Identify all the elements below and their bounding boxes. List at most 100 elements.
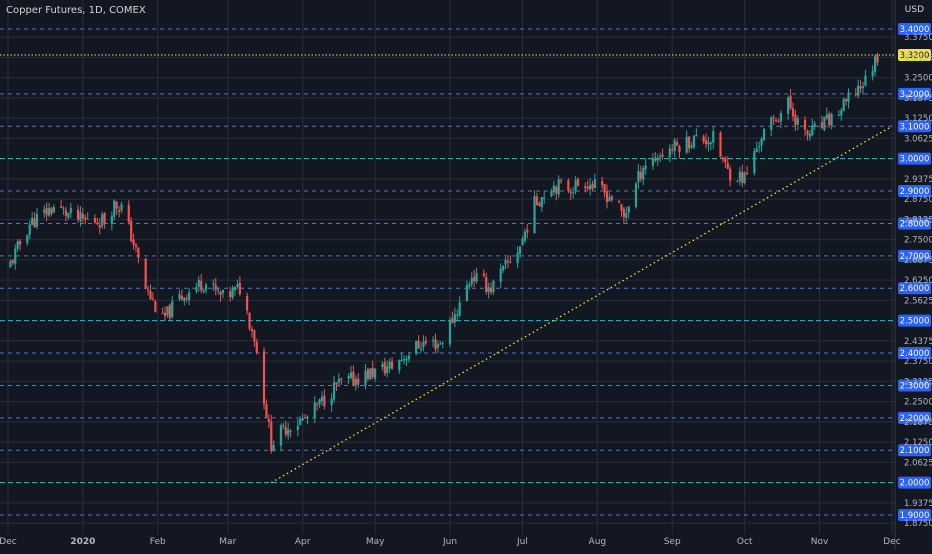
y-tick-label: 2.1250 (904, 438, 932, 448)
candle-down (371, 367, 374, 378)
candle-up (518, 246, 522, 254)
level-tag (898, 87, 931, 100)
candle-down (137, 247, 140, 258)
candle-up (552, 185, 555, 192)
y-tick-label: 2.7500 (904, 236, 932, 246)
candle-down (64, 210, 68, 216)
candle-down (451, 318, 454, 324)
candle-down (620, 204, 623, 211)
candle-down (154, 301, 157, 312)
currency-label[interactable]: USD (904, 5, 924, 15)
level-tag (898, 411, 931, 424)
level-tag-label: 3.0000 (900, 155, 930, 165)
last-price-line: 3.3200 (0, 48, 931, 61)
candle-down (383, 362, 386, 374)
candle-up (403, 359, 406, 361)
candle-up (637, 170, 640, 183)
candle-up (101, 214, 104, 227)
candle-up (465, 285, 469, 301)
candle-up (296, 425, 299, 431)
candle-up (69, 207, 72, 214)
x-tick-label: Mar (219, 537, 236, 547)
x-tick-label: Oct (737, 537, 753, 547)
candle-down (506, 261, 510, 263)
candle-up (842, 99, 845, 111)
candle-down (151, 298, 155, 300)
x-tick-label: 2020 (70, 537, 95, 547)
candle-up (873, 56, 877, 72)
candle-up (487, 287, 490, 293)
time-axis[interactable]: Dec 2020 Feb Mar Apr May Jun Jul Aug Sep Oct Nov Dec (0, 537, 901, 547)
candle-up (830, 113, 833, 126)
candle-up (813, 123, 816, 128)
candle-down (859, 86, 862, 89)
y-tick-label: 1.9375 (904, 499, 932, 509)
candle-up (574, 180, 577, 191)
candle-up (550, 190, 553, 197)
level-tag (898, 282, 931, 295)
candle-up (364, 370, 367, 386)
candle-up (458, 302, 461, 316)
y-tick-label: 2.3750 (904, 357, 932, 367)
candle-down (654, 157, 657, 161)
x-tick-label: Sep (664, 537, 681, 547)
candle-down (675, 142, 679, 146)
x-tick-label: Dec (883, 537, 900, 547)
x-tick-label: Aug (589, 537, 607, 547)
candle-up (217, 290, 220, 292)
candle-up (770, 117, 773, 130)
candle-up (441, 342, 444, 344)
candle-down (820, 122, 824, 128)
y-tick-label: 2.5625 (904, 296, 932, 306)
candle-up (516, 252, 519, 263)
candle-up (43, 209, 46, 213)
candle-down (134, 244, 138, 247)
candle-down (605, 191, 609, 203)
x-tick-label: Apr (295, 537, 311, 547)
candle-up (330, 398, 333, 406)
candle-up (796, 118, 799, 125)
candle-down (103, 212, 106, 224)
candle-down (335, 382, 338, 385)
candle-down (115, 201, 118, 209)
price-axis[interactable]: 3.3750 3.3125 3.2500 3.1875 3.1250 3.0625 2.93… (894, 0, 932, 550)
candle-down (434, 339, 437, 350)
candle-up (405, 359, 408, 361)
candle-up (453, 314, 456, 323)
candle-up (347, 376, 350, 379)
candle-down (586, 186, 589, 189)
candle-up (26, 234, 29, 244)
candle-up (195, 287, 198, 291)
horizontal-levels[interactable]: 3.4000 3.2000 3.1000 3.0000 2.9000 2.8000 2.70… (0, 23, 931, 522)
candle-up (823, 116, 826, 130)
candle-up (743, 172, 746, 184)
level-tag-label: 2.3000 (900, 381, 930, 391)
candle-up (79, 212, 82, 222)
chart-title: Copper Futures, 1D, COMEX (6, 5, 146, 16)
candle-down (567, 180, 570, 191)
candle-down (591, 184, 594, 189)
vertical-gridlines (7, 0, 893, 534)
candle-down (702, 136, 705, 142)
candle-up (400, 359, 403, 361)
candle-up (221, 289, 225, 294)
level-tag-label: 2.0000 (900, 479, 930, 489)
candle-up (272, 444, 275, 452)
y-tick-label: 2.8750 (904, 195, 932, 205)
candle-up (673, 140, 676, 152)
candle-down (76, 209, 80, 220)
candle-up (188, 292, 191, 300)
candle-down (98, 225, 101, 228)
candle-down (789, 95, 792, 109)
candle-up (407, 355, 411, 360)
candle-up (502, 265, 505, 271)
candle-up (436, 344, 440, 348)
candle-down (219, 291, 222, 295)
candle-up (707, 142, 710, 145)
candle-down (229, 291, 232, 297)
candle-up (120, 204, 123, 211)
candle-up (86, 218, 89, 220)
candle-up (593, 179, 597, 188)
